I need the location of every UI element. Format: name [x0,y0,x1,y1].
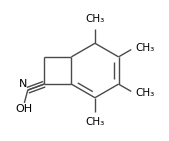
Text: OH: OH [16,104,33,114]
Text: CH₃: CH₃ [85,14,105,24]
Text: N: N [19,79,27,89]
Text: CH₃: CH₃ [135,43,154,53]
Text: CH₃: CH₃ [85,117,105,127]
Text: CH₃: CH₃ [135,88,154,98]
